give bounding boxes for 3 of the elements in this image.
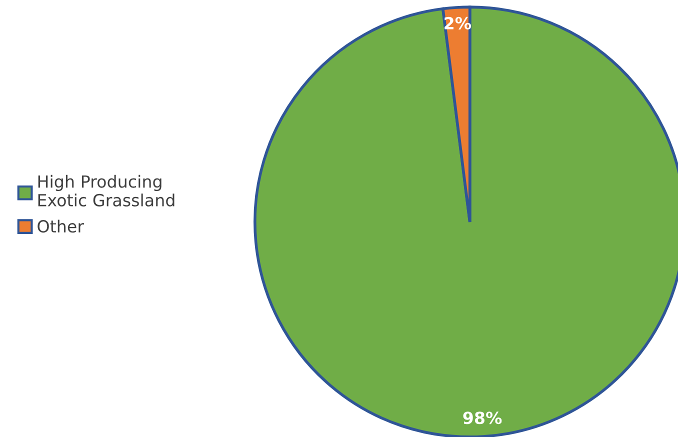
legend-label: High Producing Exotic Grassland [38, 174, 174, 206]
data-label: 98% [463, 412, 502, 424]
legend-label: Other [38, 220, 84, 233]
